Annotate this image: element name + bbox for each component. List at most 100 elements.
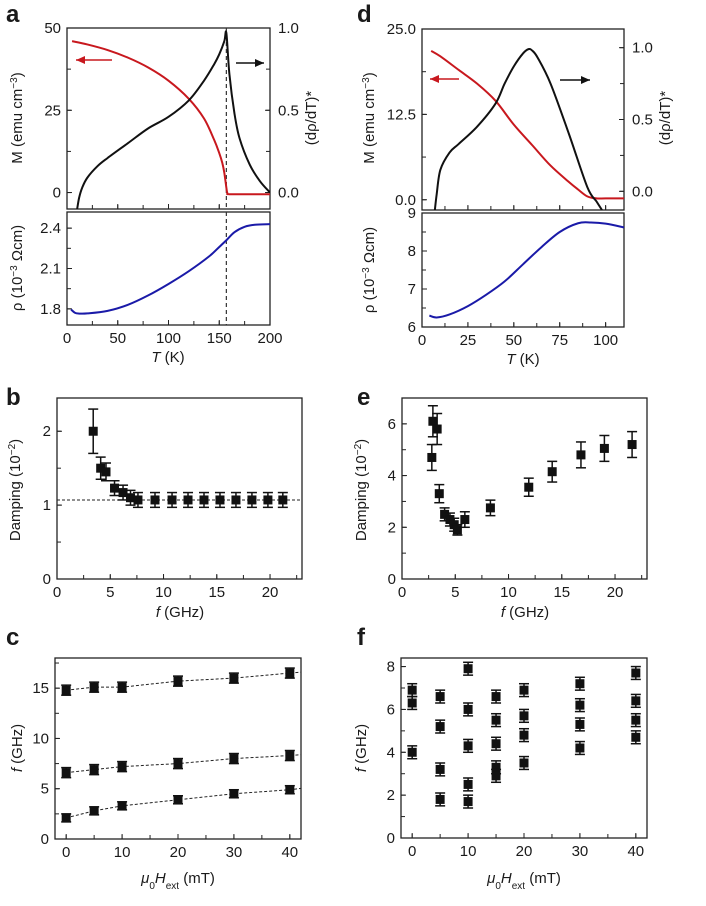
data-point [491, 739, 501, 749]
panel-c-fit-line [66, 787, 302, 819]
data-point [278, 495, 288, 505]
panel-f-ylabel-text: f (GHz) [353, 724, 370, 772]
data-point [126, 493, 135, 503]
panel-a-top-ylabel-left: M (emu cm−3) [9, 72, 27, 163]
panel-c-marker [284, 784, 295, 795]
panel-a-bottom-ylabel-part: ρ (10 [9, 277, 26, 311]
panel-c-xlabel-part: ext [166, 881, 180, 892]
panel-e-x-tick-label: 0 [398, 584, 406, 601]
panel-b-y-tick-label: 2 [43, 423, 51, 440]
data-point [631, 668, 641, 678]
panel-e-frame [401, 397, 648, 580]
data-point [491, 715, 501, 725]
data-point [173, 759, 183, 769]
panel-a-bottom-y-tick-label: 2.4 [40, 220, 61, 237]
panel-c-marker [228, 788, 239, 799]
data-point [519, 711, 529, 721]
panel-e-marker [432, 412, 443, 446]
panel-b-ylabel-part: Damping (10 [7, 455, 24, 541]
panel-a-top-frame [66, 27, 271, 210]
data-point [485, 503, 495, 513]
panel-b-x-tick-label: 20 [262, 584, 279, 601]
panel-a-right-arrow-head [255, 59, 264, 67]
data-point [491, 762, 501, 772]
panel-c-marker [89, 763, 100, 776]
panel-c-x-tick-label: 30 [226, 844, 243, 861]
panel-a-top-yleft-tick-label: 0 [53, 185, 61, 202]
data-point [173, 795, 183, 805]
panel-d-bottom-frame [421, 212, 625, 328]
panel-f-marker [463, 794, 474, 809]
panel-c-marker [173, 757, 183, 770]
panel-b-xlabel-part: (GHz) [160, 604, 204, 621]
panel-b-marker [183, 491, 194, 509]
panel-d-bottom-ylabel-part: Ωcm) [361, 227, 378, 267]
data-point [519, 758, 529, 768]
panel-c-ylabel: f (GHz) [9, 724, 26, 772]
panel-c-marker [117, 681, 128, 693]
panel-c-y-tick-label: 5 [41, 781, 49, 798]
panel-b-x-tick-label: 15 [208, 584, 225, 601]
panel-f-marker [491, 712, 502, 728]
panel-d-bottom-ylabel-text: ρ (10−3 Ωcm) [361, 227, 379, 313]
panel-a-top-ylabel-left-part: ) [9, 72, 26, 77]
panel-e-marker [599, 434, 610, 463]
panel-e-y-tick-label: 6 [388, 416, 396, 433]
panel-f-xlabel: μ0Hext (mT) [486, 870, 561, 892]
panel-e-y-tick-label: 0 [388, 571, 396, 588]
panel-a-magnetization-line [71, 40, 270, 196]
panel-f-y-tick-label: 4 [387, 744, 395, 761]
panel-d-bottom-y-tick-label: 9 [408, 205, 416, 222]
panel-e-xlabel: f (GHz) [501, 604, 549, 621]
panel-f-marker [630, 693, 641, 709]
data-point [463, 797, 473, 807]
panel-d-xlabel: T (K) [506, 351, 539, 368]
panel-d-bottom-y-tick-label: 7 [408, 281, 416, 298]
panel-f-marker [519, 727, 529, 743]
data-point [575, 700, 585, 710]
panel-a-top-yleft-tick-label: 50 [44, 20, 61, 37]
panel-b-ylabel-part: −2 [7, 443, 18, 455]
data-point [452, 525, 462, 535]
panel-d-top-yright-tick-label: 0.0 [632, 183, 653, 200]
panel-b-xlabel: f (GHz) [156, 604, 204, 621]
panel-a-top-yleft-tick-label: 25 [44, 102, 61, 119]
panel-a-xlabel-part: (K) [161, 349, 185, 366]
panel-f-x-tick-label: 30 [572, 843, 589, 860]
data-point [117, 682, 127, 692]
panel-b-marker [199, 491, 209, 509]
panel-f-marker [407, 682, 418, 698]
panel-b-marker [277, 491, 288, 509]
panel-a-top-ylabel-left-text: M (emu cm−3) [9, 72, 27, 163]
panel-b-marker [101, 462, 111, 482]
panel-c-ylabel-part: f [9, 766, 26, 772]
data-point [519, 685, 529, 695]
panel-b-x-tick-label: 10 [155, 584, 172, 601]
panel-e-y-tick-label: 4 [388, 468, 396, 485]
panel-f-marker [574, 697, 585, 713]
panel-c-x-tick-label: 20 [170, 844, 187, 861]
panel-c-y-tick-label: 15 [32, 680, 49, 697]
panel-a-top-yright-tick-label: 0.0 [278, 185, 299, 202]
panel-e-x-tick-label: 10 [500, 584, 517, 601]
panel-f-ylabel-part: (GHz) [353, 724, 370, 768]
panel-e-marker [523, 477, 534, 498]
data-point [183, 495, 193, 505]
panel-d-resistivity-line [429, 221, 624, 319]
data-point [118, 488, 128, 498]
data-point [631, 696, 641, 706]
panel-e-y-tick-label: 2 [388, 519, 396, 536]
panel-c-ylabel-part: (GHz) [9, 724, 26, 768]
panel-c-marker [61, 813, 72, 823]
panel-e-x-tick-label: 20 [607, 584, 624, 601]
panel-e-xlabel-part: (GHz) [505, 604, 549, 621]
panel-c-marker [284, 749, 295, 762]
panel-a-derivative-line [76, 30, 270, 209]
panel-b-marker [109, 479, 120, 497]
panel-a-bottom-x-tick-label: 200 [257, 330, 282, 347]
panel-f-x-tick-label: 20 [516, 843, 533, 860]
panel-b-marker [230, 491, 241, 509]
panel-f-marker [630, 730, 641, 745]
panel-c-xlabel-part: H [155, 870, 166, 887]
panel-b-marker [246, 491, 257, 509]
